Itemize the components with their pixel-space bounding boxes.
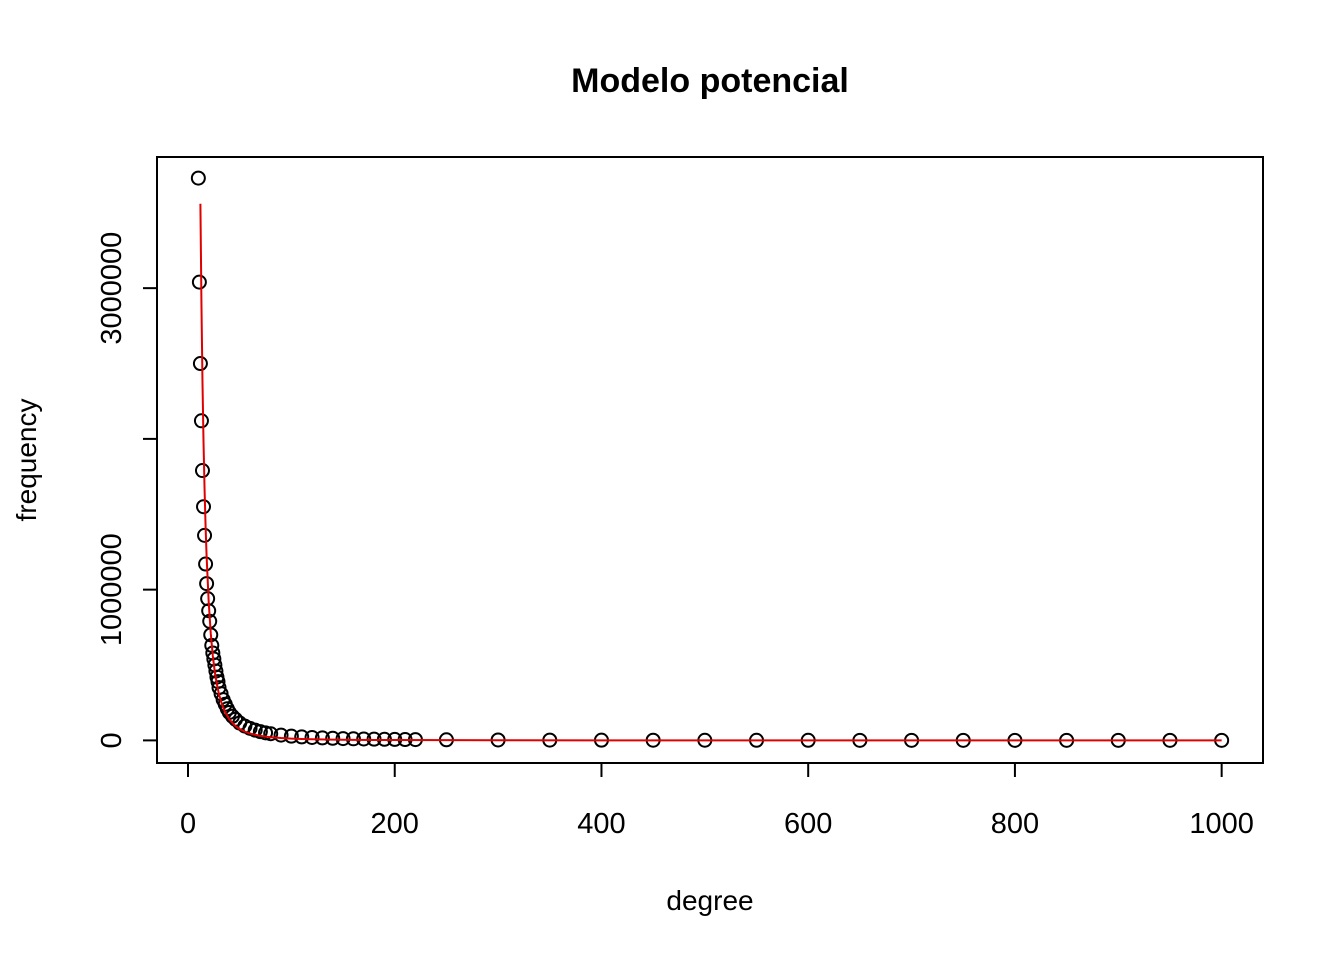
data-point [193,413,209,429]
y-tick-label: 1000000 [96,533,128,646]
data-point [294,729,310,745]
fit-line [199,203,1222,742]
y-axis-label: frequency [11,399,42,522]
data-point [199,576,215,592]
y-tick-label: 0 [96,732,128,748]
y-tick-label: 3000000 [96,232,128,345]
x-tick-label: 1000 [1189,808,1254,840]
data-point [197,527,213,543]
data-point [335,731,351,747]
data-point [304,729,320,745]
data-point [325,730,341,746]
data-point [314,730,330,746]
data-point [194,463,210,479]
x-tick-label: 800 [991,808,1039,840]
x-axis-label: degree [666,885,753,916]
y-axis: 0 1000000 3000000 [96,232,158,748]
chart-title: Modelo potencial [571,62,849,100]
data-point [283,728,299,744]
data-point [192,356,208,372]
x-axis: 0 200 400 600 800 1000 [180,762,1254,840]
data-point [263,726,279,742]
x-tick-label: 200 [371,808,419,840]
data-point [198,556,214,572]
plot-frame [156,156,1264,764]
data-point [258,725,274,741]
data-point [191,274,207,290]
data-point [190,170,206,186]
data-point [196,499,212,515]
data-point [273,727,289,743]
x-tick-label: 400 [577,808,625,840]
fit-line-group [199,203,1222,742]
x-tick-label: 0 [180,808,196,840]
x-tick-label: 600 [784,808,832,840]
scatter-points [190,170,1230,748]
